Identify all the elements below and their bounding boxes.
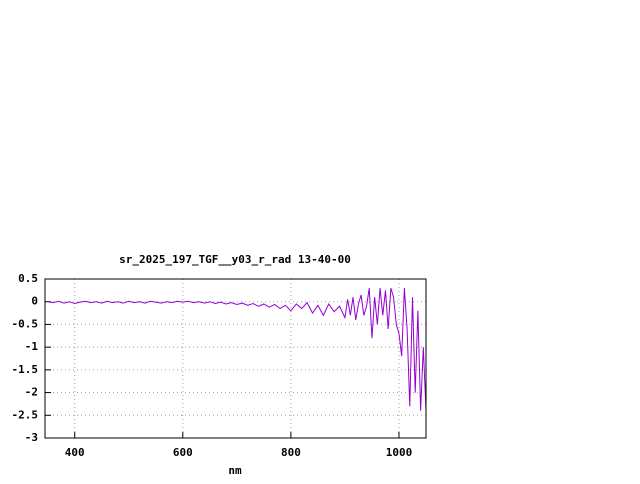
chart-title: sr_2025_197_TGF__y03_r_rad 13-40-00 <box>119 253 351 266</box>
x-axis-label: nm <box>228 464 242 477</box>
x-tick-label: 600 <box>173 446 193 459</box>
y-tick-label: -0.5 <box>12 317 39 330</box>
x-tick-label: 800 <box>281 446 301 459</box>
plot-border <box>44 278 427 439</box>
y-tick-label: -3 <box>25 431 38 444</box>
x-tick-label: 1000 <box>386 446 413 459</box>
y-tick-label: -1.5 <box>12 363 39 376</box>
data-line <box>47 287 427 411</box>
y-tick-label: -1 <box>25 340 39 353</box>
x-tick-label: 400 <box>65 446 85 459</box>
y-tick-label: -2 <box>25 386 38 399</box>
y-tick-label: 0.5 <box>18 272 38 285</box>
y-tick-label: -2.5 <box>12 408 39 421</box>
y-tick-label: 0 <box>31 295 38 308</box>
